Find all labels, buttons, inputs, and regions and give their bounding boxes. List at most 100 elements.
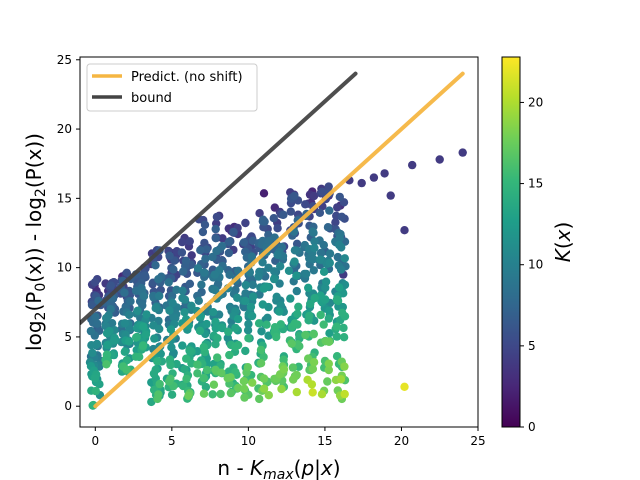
data-point [199,389,209,398]
data-point [132,333,141,342]
data-point [166,325,176,334]
data-point [255,209,264,218]
data-point [325,206,334,215]
colorbar-label: K(x) [551,222,575,263]
data-point [168,299,177,308]
data-point [333,203,342,212]
data-point [200,268,209,277]
data-point [273,224,282,233]
data-point [184,391,193,400]
data-point [286,207,295,216]
data-point [292,387,301,397]
data-point [340,254,349,263]
data-point [86,326,96,336]
data-point [156,349,165,358]
data-point [264,230,273,240]
legend-label-predict: Predict. (no shift) [131,70,243,85]
data-point [308,227,317,236]
data-point [317,390,327,399]
data-point [305,311,314,321]
data-point [107,319,117,328]
data-point [289,375,298,384]
data-point [309,358,319,367]
data-point [154,390,163,399]
data-point [202,319,211,329]
data-point [337,243,346,252]
data-point [241,296,250,306]
data-point [102,313,111,323]
data-point [199,343,208,352]
data-point [309,191,319,201]
data-point [209,380,219,389]
data-point [259,284,268,293]
data-point [133,306,142,315]
data-point [231,323,240,333]
data-point [141,330,151,339]
data-point [319,240,328,250]
data-point [91,312,100,322]
data-point [187,251,196,260]
data-point [308,364,318,374]
data-point [335,192,344,202]
data-point [302,269,311,279]
data-point [400,382,409,391]
data-point [122,365,131,374]
data-point [211,224,220,234]
data-point [224,248,234,258]
data-point [225,270,234,279]
data-point [149,369,159,378]
data-point [333,252,342,262]
data-point [120,319,130,328]
data-point [294,302,303,311]
data-point [239,238,249,247]
data-point [334,283,344,292]
data-point [324,182,333,191]
data-point [200,238,209,248]
data-point [177,248,187,257]
data-point [324,365,333,375]
data-point [335,234,344,243]
data-point [226,388,236,398]
data-point [178,237,187,247]
data-point [339,333,349,342]
data-point [106,281,116,290]
data-point [323,377,332,386]
data-point [269,274,279,284]
data-point [380,169,389,178]
data-point [331,218,340,227]
data-point [458,148,467,157]
x-axis-label: n - Kmax(p|x) [217,456,340,480]
data-point [255,394,264,404]
data-point [254,272,263,281]
data-point [255,290,264,299]
data-point [337,212,346,221]
data-point [120,347,129,356]
data-point [321,283,330,292]
data-point [315,208,325,217]
data-point [182,354,191,363]
data-point [153,357,162,366]
data-point [259,374,269,383]
data-point [122,268,131,277]
data-point [258,258,267,267]
data-point [264,236,274,246]
data-point [324,314,333,323]
data-point [90,374,100,383]
data-point [336,265,346,274]
x-tick-label: 15 [317,434,332,448]
axes: 0 5 10 15 20 25 0 5 10 15 20 25 [57,53,486,448]
data-point [102,360,111,369]
data-point [178,286,187,295]
data-point [325,329,334,338]
data-point [217,368,226,377]
data-point [244,319,253,329]
colorbar-tick-label: 15 [528,177,543,191]
data-point [212,212,222,222]
data-point [213,353,222,362]
data-point [308,388,317,397]
data-point [138,272,148,281]
data-point [258,236,267,246]
data-point [288,363,298,372]
data-point [248,378,257,387]
data-point [92,339,102,349]
